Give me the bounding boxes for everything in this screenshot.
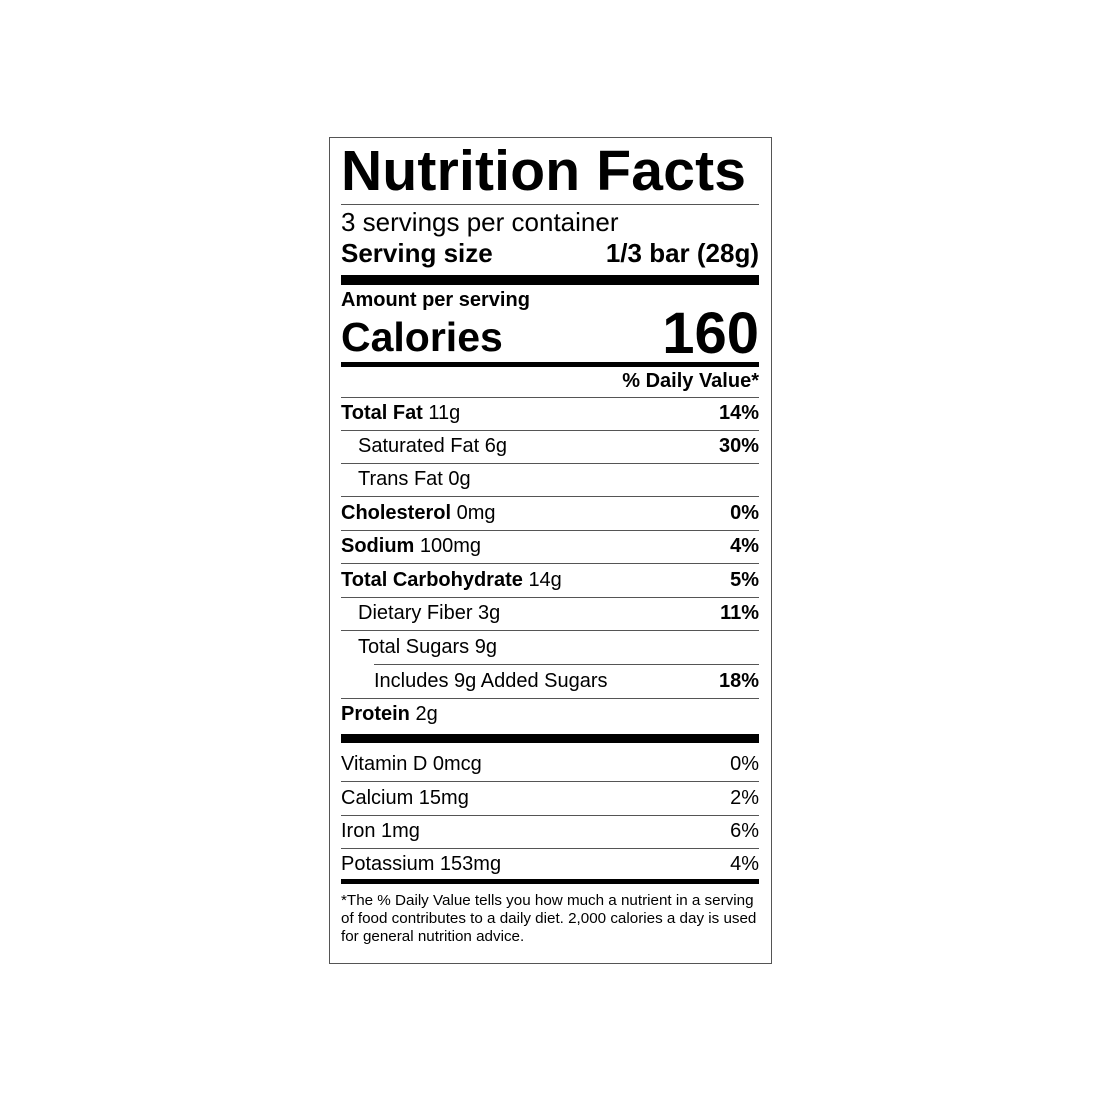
- serving-size-value: 1/3 bar (28g): [605, 238, 759, 268]
- thick-divider: [341, 734, 759, 743]
- nutrient-row-added-sugars: Includes 9g Added Sugars 18%: [341, 665, 759, 699]
- thick-divider: [341, 275, 759, 285]
- nutrient-row-total-sugars: Total Sugars 9g: [341, 631, 759, 664]
- nutrient-amount: 11g: [428, 402, 461, 424]
- vitamin-name: Potassium 153mg: [341, 853, 502, 875]
- nutrient-row-cholesterol: Cholesterol 0mg 0%: [341, 497, 759, 531]
- nutrient-name: Total Sugars 9g: [358, 636, 497, 658]
- divider: [341, 397, 759, 398]
- medium-divider: [341, 879, 759, 884]
- amount-per-serving: Amount per serving: [341, 289, 530, 311]
- daily-value-header: % Daily Value*: [622, 370, 759, 392]
- serving-size: Serving size 1/3 bar (28g): [341, 238, 759, 268]
- nutrient-name: Total Carbohydrate: [341, 569, 523, 591]
- nutrient-name: Total Fat: [341, 402, 423, 424]
- nutrient-row-total-carbohydrate: Total Carbohydrate 14g 5%: [341, 564, 759, 598]
- vitamin-dv: 4%: [730, 853, 759, 875]
- nutrient-row-saturated-fat: Saturated Fat 6g 30%: [341, 430, 759, 464]
- nutrient-name: Dietary Fiber 3g: [358, 602, 501, 624]
- vitamin-name: Calcium 15mg: [341, 787, 469, 809]
- vitamin-dv: 0%: [730, 753, 759, 775]
- vitamin-dv: 2%: [730, 787, 759, 809]
- nutrient-row-total-fat: Total Fat 11g 14%: [341, 397, 759, 431]
- nutrient-dv: 18%: [718, 670, 759, 692]
- servings-per-container: 3 servings per container: [341, 207, 619, 237]
- vitamin-row-potassium: Potassium 153mg 4%: [341, 848, 759, 881]
- divider: [341, 204, 759, 205]
- nutrient-amount: 2g: [415, 703, 438, 725]
- nutrient-dv: 4%: [730, 535, 759, 557]
- vitamin-row-iron: Iron 1mg 6%: [341, 815, 759, 849]
- vitamin-name: Iron 1mg: [341, 820, 420, 842]
- nutrient-amount: 0mg: [456, 502, 496, 524]
- vitamin-name: Vitamin D 0mcg: [341, 753, 482, 775]
- nutrition-label: [329, 137, 772, 964]
- nutrient-row-trans-fat: Trans Fat 0g: [341, 463, 759, 497]
- nutrient-name: Sodium: [341, 535, 415, 557]
- vitamin-row-vitamin-d: Vitamin D 0mcg 0%: [341, 748, 759, 782]
- nutrient-name: Saturated Fat 6g: [358, 435, 507, 457]
- nutrient-name: Includes 9g Added Sugars: [374, 670, 608, 692]
- nutrient-row-protein: Protein 2g: [341, 698, 759, 731]
- divider: [374, 664, 759, 665]
- serving-size-label: Serving size: [341, 238, 493, 268]
- calories-value: 160: [662, 301, 759, 366]
- footnote: *The % Daily Value tells you how much a …: [341, 892, 757, 946]
- nutrient-row-dietary-fiber: Dietary Fiber 3g 11%: [341, 597, 759, 631]
- nutrient-dv: 0%: [730, 502, 759, 524]
- vitamin-dv: 6%: [730, 820, 759, 842]
- nutrient-row-sodium: Sodium 100mg 4%: [341, 530, 759, 564]
- nutrient-dv: 14%: [718, 402, 759, 424]
- nutrient-name: Protein: [341, 703, 410, 725]
- calories-label: Calories: [341, 314, 503, 360]
- nutrient-name: Trans Fat 0g: [358, 468, 471, 490]
- nutrient-dv: 11%: [720, 602, 759, 624]
- vitamin-row-calcium: Calcium 15mg 2%: [341, 782, 759, 816]
- label-title: Nutrition Facts: [341, 139, 747, 203]
- nutrient-amount: 100mg: [419, 535, 482, 557]
- nutrient-name: Cholesterol: [341, 502, 452, 524]
- nutrient-dv: 30%: [718, 435, 759, 457]
- nutrient-dv: 5%: [730, 569, 759, 591]
- medium-divider: [341, 362, 759, 367]
- nutrient-amount: 14g: [528, 569, 562, 591]
